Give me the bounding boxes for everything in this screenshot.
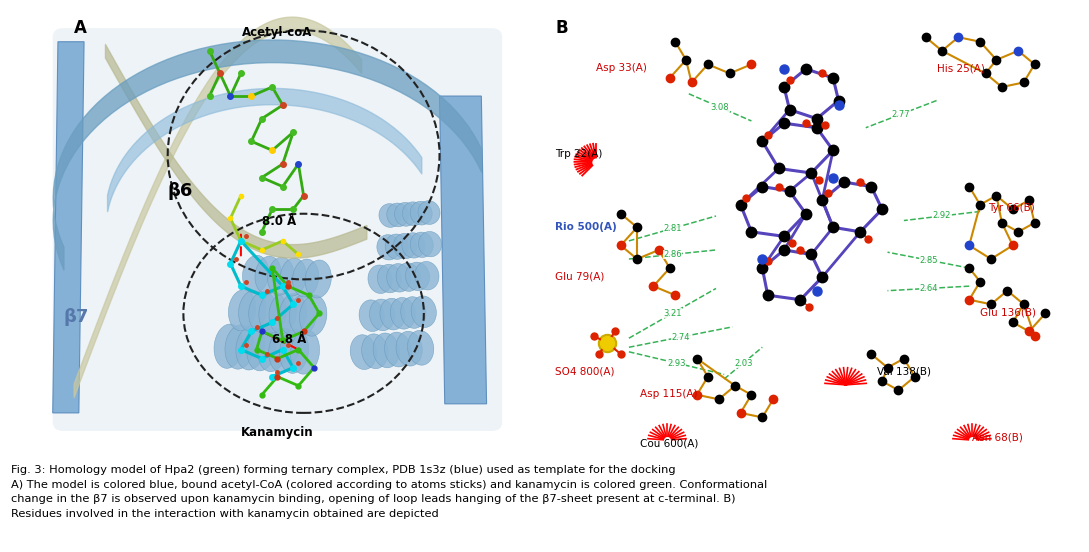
Ellipse shape [407, 331, 433, 365]
Ellipse shape [290, 294, 317, 336]
Ellipse shape [258, 327, 286, 371]
Ellipse shape [305, 260, 331, 298]
Ellipse shape [359, 300, 384, 332]
Ellipse shape [377, 235, 400, 260]
Ellipse shape [387, 264, 411, 292]
Ellipse shape [401, 297, 426, 328]
Text: 3.21: 3.21 [663, 309, 682, 318]
Ellipse shape [229, 290, 256, 331]
Ellipse shape [411, 201, 432, 225]
Ellipse shape [368, 265, 392, 294]
Text: SO4 800(A): SO4 800(A) [555, 367, 615, 376]
Ellipse shape [293, 259, 319, 297]
Text: 2.85: 2.85 [919, 256, 938, 264]
Text: 2.81: 2.81 [663, 224, 682, 233]
Ellipse shape [291, 330, 319, 374]
Text: 2.03: 2.03 [734, 359, 752, 368]
Ellipse shape [411, 232, 433, 257]
Ellipse shape [351, 335, 377, 369]
Ellipse shape [384, 332, 411, 367]
Text: 3.08: 3.08 [711, 103, 730, 112]
Polygon shape [52, 42, 84, 413]
Ellipse shape [374, 333, 400, 368]
Text: 2.92: 2.92 [933, 211, 951, 220]
Text: Kanamycin: Kanamycin [241, 427, 314, 439]
Text: β6: β6 [168, 182, 193, 200]
Text: 2.86: 2.86 [663, 250, 682, 259]
Ellipse shape [269, 328, 297, 373]
Ellipse shape [279, 294, 307, 335]
Ellipse shape [369, 299, 394, 331]
Ellipse shape [418, 231, 441, 257]
Ellipse shape [390, 298, 416, 329]
Ellipse shape [247, 327, 276, 371]
Ellipse shape [238, 290, 266, 332]
Text: Cou 600(A): Cou 600(A) [640, 439, 698, 449]
Text: 8.0 Å: 8.0 Å [261, 215, 296, 228]
Ellipse shape [248, 291, 277, 332]
Text: 6.8 Å: 6.8 Å [272, 333, 306, 346]
Ellipse shape [402, 202, 425, 226]
Polygon shape [440, 96, 487, 404]
Ellipse shape [280, 329, 308, 373]
Text: 2.77: 2.77 [892, 110, 910, 119]
Ellipse shape [380, 298, 405, 330]
Text: Val 138(B): Val 138(B) [877, 367, 931, 376]
Ellipse shape [396, 263, 420, 291]
Ellipse shape [379, 204, 401, 227]
Ellipse shape [412, 296, 437, 327]
Text: Trp 22(A): Trp 22(A) [555, 149, 603, 159]
Ellipse shape [415, 262, 439, 290]
Ellipse shape [243, 255, 269, 293]
Text: Asp 115(A): Asp 115(A) [640, 389, 697, 399]
Ellipse shape [387, 203, 408, 227]
Text: Rio 500(A): Rio 500(A) [555, 221, 617, 232]
Text: B: B [555, 19, 568, 37]
Ellipse shape [418, 201, 440, 225]
Ellipse shape [236, 326, 265, 370]
Text: Asp 33(A): Asp 33(A) [597, 63, 647, 73]
Text: His 25(A): His 25(A) [937, 63, 984, 73]
Text: Glu 136(B): Glu 136(B) [980, 307, 1036, 317]
Ellipse shape [280, 258, 306, 296]
Text: Fig. 3: Homology model of Hpa2 (green) forming ternary complex, PDB 1s3z (blue) : Fig. 3: Homology model of Hpa2 (green) f… [11, 465, 767, 519]
Text: Glu 79(A): Glu 79(A) [555, 272, 604, 282]
Text: β7: β7 [63, 309, 88, 326]
Ellipse shape [268, 257, 294, 295]
Text: Acetyl-coA: Acetyl-coA [242, 26, 313, 39]
Text: 2.93: 2.93 [668, 359, 686, 368]
Ellipse shape [378, 264, 402, 293]
Ellipse shape [405, 262, 429, 290]
Text: Tyr 66(B): Tyr 66(B) [989, 204, 1035, 214]
Ellipse shape [396, 331, 423, 366]
Text: 2.64: 2.64 [919, 284, 938, 293]
Ellipse shape [393, 233, 417, 259]
Ellipse shape [394, 203, 417, 226]
Ellipse shape [225, 325, 254, 369]
Text: A: A [74, 19, 86, 37]
Ellipse shape [259, 292, 286, 333]
Ellipse shape [215, 324, 243, 368]
Ellipse shape [299, 295, 327, 336]
Text: Asn 68(B): Asn 68(B) [971, 432, 1023, 442]
Ellipse shape [402, 233, 425, 258]
FancyBboxPatch shape [52, 28, 502, 431]
Ellipse shape [386, 234, 408, 259]
Ellipse shape [269, 293, 296, 334]
Ellipse shape [362, 334, 388, 369]
Ellipse shape [255, 256, 281, 294]
Text: 2.74: 2.74 [672, 332, 689, 342]
